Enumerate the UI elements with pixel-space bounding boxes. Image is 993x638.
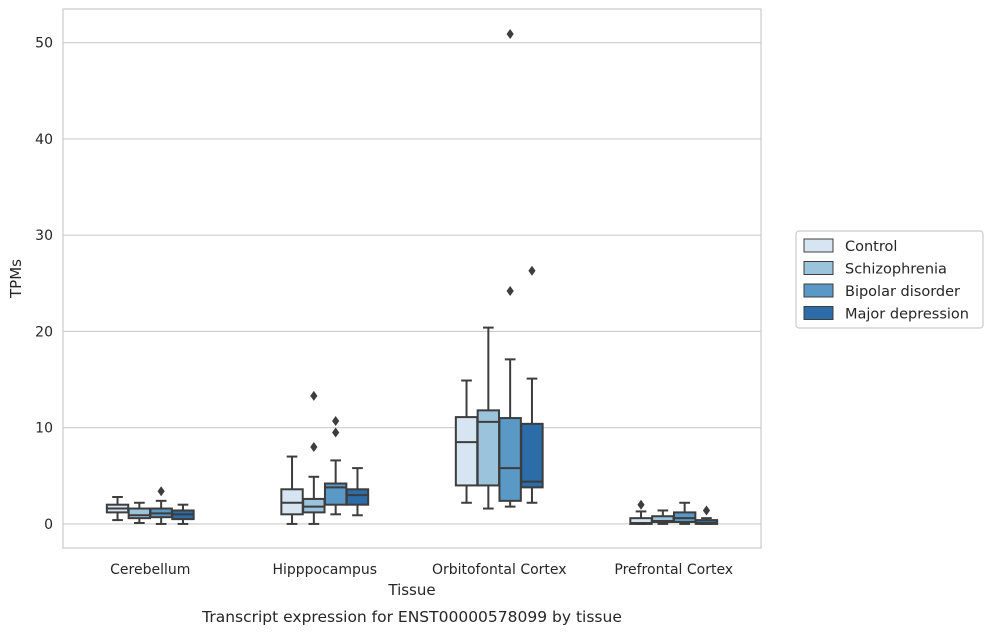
legend-swatch-2 xyxy=(803,283,834,298)
y-tick-label-50: 50 xyxy=(35,36,53,52)
outlier-2-1-0 xyxy=(332,427,340,438)
grid-layer xyxy=(63,42,761,525)
legend-swatch-3 xyxy=(803,306,834,320)
box-0-2 xyxy=(454,416,479,487)
box-2-2 xyxy=(498,417,522,502)
y-tick-label-20: 20 xyxy=(35,324,53,340)
boxes-layer xyxy=(105,29,719,525)
y-axis-label: TPMs xyxy=(7,259,25,299)
box-3-1 xyxy=(345,488,370,506)
outlier-2-0-0 xyxy=(157,486,165,497)
outlier-1-1-1 xyxy=(310,390,318,401)
box-1-0 xyxy=(127,507,152,520)
legend: Control Schizophrenia Bipolar disorder Majo… xyxy=(795,230,984,329)
x-tick-label-cerebellum: Cerebellum xyxy=(110,562,190,578)
legend-frame xyxy=(795,230,984,329)
legend-swatch-1 xyxy=(803,261,834,275)
outlier-3-2-0 xyxy=(528,265,536,276)
x-tick-label-prefrontal-cortex: Prefrontal Cortex xyxy=(614,562,733,578)
outlier-0-3-0 xyxy=(637,499,645,510)
x-tick-label-orbitofontal-cortex: Orbitofontal Cortex xyxy=(432,562,567,578)
legend-label-2: Bipolar disorder xyxy=(845,284,960,300)
outlier-3-3-0 xyxy=(702,505,711,516)
legend-swatch-0 xyxy=(803,238,834,253)
outlier-2-2-1 xyxy=(506,29,514,40)
box-3-2 xyxy=(520,422,544,489)
y-tick-label-40: 40 xyxy=(35,132,53,148)
legend-label-3: Major depression xyxy=(845,307,969,323)
x-axis-label: Tissue xyxy=(387,581,435,599)
plot-frame xyxy=(62,8,762,549)
outlier-2-2-0 xyxy=(506,286,514,297)
legend-label-0: Control xyxy=(845,239,897,255)
outlier-2-1-1 xyxy=(332,415,340,426)
x-tick-label-hipppocampus: Hipppocampus xyxy=(272,562,377,578)
y-tick-label-0: 0 xyxy=(44,517,53,533)
legend-label-1: Schizophrenia xyxy=(845,262,947,278)
y-tick-label-30: 30 xyxy=(35,228,53,244)
y-tick-label-10: 10 xyxy=(35,421,53,437)
x-tick-labels: Cerebellum Hipppocampus Orbitofontal Corte… xyxy=(110,562,733,578)
outlier-1-1-0 xyxy=(310,441,318,452)
chart-caption: Transcript expression for ENST0000057809… xyxy=(201,608,622,626)
y-tick-labels: 0 10 20 30 40 50 xyxy=(35,36,53,533)
